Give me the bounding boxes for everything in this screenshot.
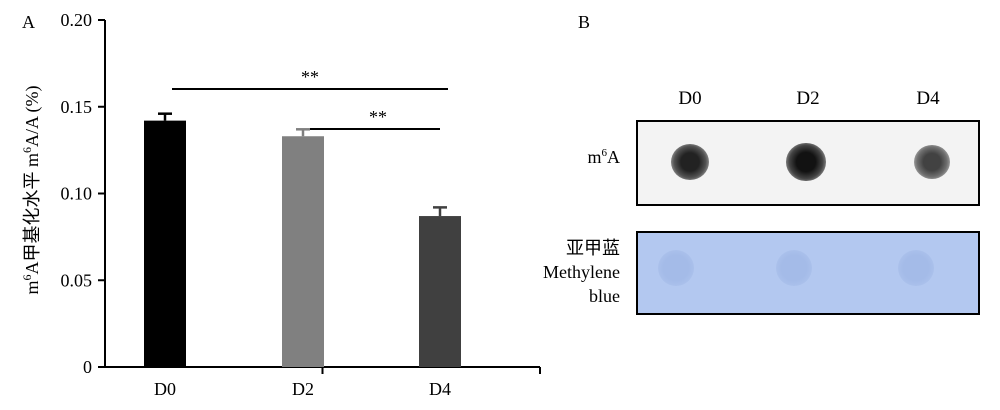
panel-a-letter: A bbox=[22, 12, 35, 32]
m6a-spot-d0 bbox=[670, 143, 710, 181]
m6a-row-label: m6A bbox=[587, 147, 620, 167]
significance-label: ** bbox=[369, 107, 387, 127]
bar-d0 bbox=[144, 120, 186, 367]
methylene-blue-row-label: 亚甲蓝 Methylene blue bbox=[510, 236, 620, 308]
methylene-blue-en-label: Methylene bbox=[543, 262, 620, 282]
y-axis: 0 0.05 0.10 0.15 0.20 bbox=[61, 10, 106, 377]
methylene-blue-spot-d2 bbox=[776, 250, 812, 286]
x-tick-label-d0: D0 bbox=[154, 379, 176, 399]
m6a-blot-strip bbox=[636, 120, 980, 206]
panel-b-letter: B bbox=[578, 12, 591, 32]
x-tick-label-d2: D2 bbox=[292, 379, 314, 399]
blot-lane-label-d2: D2 bbox=[796, 88, 820, 109]
blot-lane-label-d0: D0 bbox=[678, 88, 702, 109]
methylene-blue-spot-d0 bbox=[658, 250, 694, 286]
methylene-blue-cn-label: 亚甲蓝 bbox=[566, 238, 620, 258]
methylene-blue-spot-d4 bbox=[898, 250, 934, 286]
y-tick-label: 0 bbox=[83, 357, 92, 377]
significance-label: ** bbox=[301, 67, 319, 87]
y-tick-label: 0.05 bbox=[61, 270, 93, 290]
y-tick-label: 0.10 bbox=[61, 184, 93, 204]
bars bbox=[144, 112, 461, 367]
methylene-blue-strip bbox=[636, 231, 980, 315]
bar-d2 bbox=[282, 136, 324, 367]
y-tick-label: 0.15 bbox=[61, 97, 93, 117]
bar-d4 bbox=[419, 216, 461, 367]
bar-chart: 0 0.05 0.10 0.15 0.20 D0 D2 D4 ** ** m6A甲基化水平 m… bbox=[20, 10, 541, 399]
m6a-spot-d2 bbox=[786, 143, 826, 181]
methylene-blue-en-label-2: blue bbox=[589, 286, 620, 306]
x-tick-label-d4: D4 bbox=[429, 379, 451, 399]
blot-lane-label-d4: D4 bbox=[916, 88, 940, 109]
significance-brackets: ** ** bbox=[172, 67, 448, 130]
x-axis: D0 D2 D4 bbox=[105, 366, 541, 399]
m6a-spot-d4 bbox=[913, 144, 951, 180]
y-tick-label: 0.20 bbox=[61, 10, 93, 30]
y-axis-label: m6A甲基化水平 m6A/A (%) bbox=[20, 85, 43, 294]
